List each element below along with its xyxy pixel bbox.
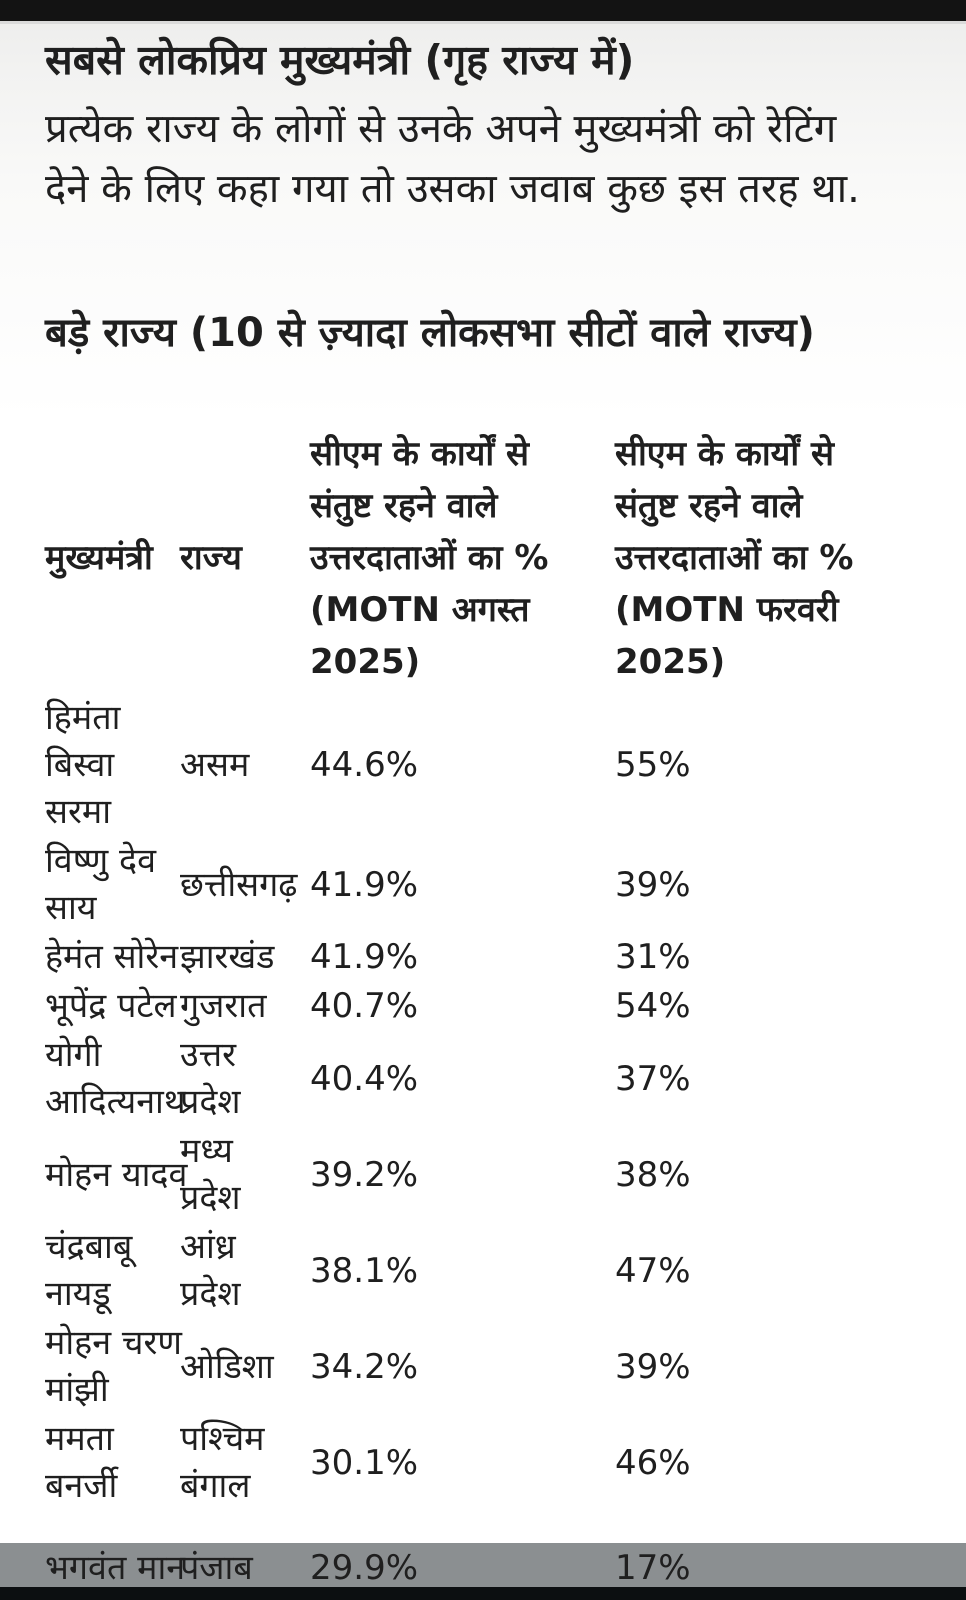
table-row: विष्णु देव साय छत्तीसगढ़ 41.9% 39% bbox=[45, 837, 921, 933]
cm-name-cell: हिमंता बिस्वा सरमा bbox=[45, 698, 121, 833]
aug-value-cell: 30.1% bbox=[310, 1442, 419, 1483]
aug-value-cell: 29.9% bbox=[310, 1548, 419, 1589]
state-cell: उत्तर प्रदेश bbox=[180, 1035, 241, 1123]
feb-value-cell: 38% bbox=[615, 1154, 691, 1195]
cm-name-cell: मोहन चरण मांझी bbox=[45, 1323, 182, 1411]
feb-value-cell: 46% bbox=[615, 1442, 691, 1483]
table-row: चंद्रबाबू नायडू आंध्र प्रदेश 38.1% 47% bbox=[45, 1223, 921, 1319]
aug-value-cell: 40.4% bbox=[310, 1058, 419, 1099]
aug-value-cell: 39.2% bbox=[310, 1154, 419, 1195]
cm-name-cell: भूपेंद्र पटेल bbox=[45, 986, 177, 1027]
table-row: भूपेंद्र पटेल गुजरात 40.7% 54% bbox=[45, 982, 921, 1031]
intro-text: प्रत्येक राज्य के लोगों से उनके अपने मुख… bbox=[45, 106, 860, 213]
feb-value-cell: 47% bbox=[615, 1250, 691, 1291]
state-cell: पंजाब bbox=[180, 1548, 253, 1589]
cm-name-cell: भगवंत मान bbox=[45, 1548, 186, 1589]
feb-value-cell: 17% bbox=[615, 1548, 691, 1589]
header-aug-2025: सीएम के कार्यों से संतुष्ट रहने वाले उत्… bbox=[310, 434, 549, 683]
cm-name-cell: मोहन यादव bbox=[45, 1154, 188, 1195]
cm-name-cell: ममता बनर्जी bbox=[45, 1419, 118, 1507]
feb-value-cell: 39% bbox=[615, 1346, 691, 1387]
state-cell: असम bbox=[180, 745, 250, 786]
state-cell: मध्य प्रदेश bbox=[180, 1131, 241, 1219]
table-row: योगी आदित्यनाथ उत्तर प्रदेश 40.4% 37% bbox=[45, 1031, 921, 1127]
header-state: राज्य bbox=[180, 538, 242, 579]
bottom-black-bar bbox=[0, 1587, 966, 1600]
bottom-gray-overlay-band bbox=[0, 1543, 966, 1587]
aug-value-cell: 41.9% bbox=[310, 937, 419, 978]
section-heading: बड़े राज्य (10 से ज़्यादा लोकसभा सीटों व… bbox=[45, 310, 815, 357]
cm-name-cell: योगी आदित्यनाथ bbox=[45, 1035, 186, 1123]
table-row: ममता बनर्जी पश्चिम बंगाल 30.1% 46% bbox=[45, 1415, 921, 1511]
state-cell: पश्चिम बंगाल bbox=[180, 1419, 265, 1507]
cm-name-cell: हेमंत सोरेन bbox=[45, 937, 179, 978]
cm-name-cell: चंद्रबाबू नायडू bbox=[45, 1227, 133, 1315]
state-cell: झारखंड bbox=[180, 937, 275, 978]
feb-value-cell: 54% bbox=[615, 986, 691, 1027]
aug-value-cell: 40.7% bbox=[310, 986, 419, 1027]
page-title: सबसे लोकप्रिय मुख्यमंत्री (गृह राज्य में… bbox=[45, 36, 635, 84]
top-black-bar bbox=[0, 0, 966, 24]
feb-value-cell: 55% bbox=[615, 745, 691, 786]
table-row: हिमंता बिस्वा सरमा असम 44.6% 55% bbox=[45, 694, 921, 837]
header-cm: मुख्यमंत्री bbox=[45, 538, 153, 579]
table-row: मोहन चरण मांझी ओडिशा 34.2% 39% bbox=[45, 1319, 921, 1415]
feb-value-cell: 39% bbox=[615, 864, 691, 905]
feb-value-cell: 31% bbox=[615, 937, 691, 978]
state-cell: आंध्र प्रदेश bbox=[180, 1227, 241, 1315]
header-feb-2025: सीएम के कार्यों से संतुष्ट रहने वाले उत्… bbox=[615, 434, 854, 683]
state-cell: ओडिशा bbox=[180, 1346, 274, 1387]
state-cell: गुजरात bbox=[180, 986, 267, 1027]
aug-value-cell: 44.6% bbox=[310, 745, 419, 786]
article-content: सबसे लोकप्रिय मुख्यमंत्री (गृह राज्य में… bbox=[45, 24, 921, 1593]
table-header-row: मुख्यमंत्री राज्य सीएम के कार्यों से संत… bbox=[45, 427, 921, 694]
feb-value-cell: 37% bbox=[615, 1058, 691, 1099]
aug-value-cell: 34.2% bbox=[310, 1346, 419, 1387]
table-row: भगवंत मान पंजाब 29.9% 17% bbox=[45, 1511, 921, 1593]
cm-rating-table: मुख्यमंत्री राज्य सीएम के कार्यों से संत… bbox=[45, 427, 921, 1593]
table-row: हेमंत सोरेन झारखंड 41.9% 31% bbox=[45, 933, 921, 982]
table-row: मोहन यादव मध्य प्रदेश 39.2% 38% bbox=[45, 1127, 921, 1223]
state-cell: छत्तीसगढ़ bbox=[180, 864, 298, 905]
cm-name-cell: विष्णु देव साय bbox=[45, 841, 157, 929]
aug-value-cell: 38.1% bbox=[310, 1250, 419, 1291]
aug-value-cell: 41.9% bbox=[310, 864, 419, 905]
